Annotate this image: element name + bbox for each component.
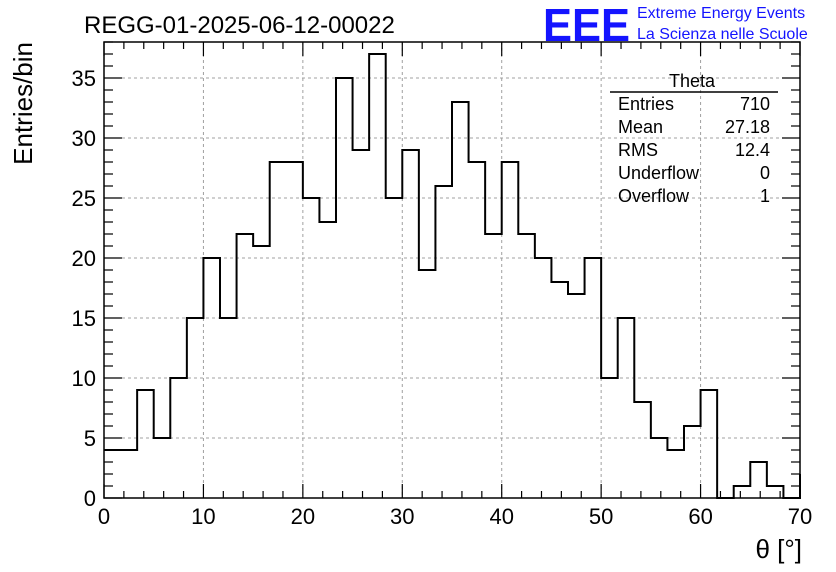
histogram-bin [402, 150, 419, 498]
stats-row-label: Overflow [618, 186, 690, 206]
histogram-bin [518, 234, 535, 498]
histogram-bin [170, 378, 187, 498]
x-tick-labels: 0 10 20 30 40 50 60 70 [98, 504, 812, 529]
histogram-bin [502, 162, 519, 498]
histogram-bin [568, 294, 585, 498]
y-tick-label: 10 [72, 366, 96, 391]
histogram-bin [684, 426, 701, 498]
histogram-bin [767, 486, 784, 498]
histogram-bin [435, 186, 452, 498]
stats-row-value: 710 [740, 94, 770, 114]
histogram-bin [386, 198, 403, 498]
eee-logo-line1: Extreme Energy Events [637, 5, 805, 22]
histogram-bin [121, 450, 138, 498]
histogram-bin [286, 162, 303, 498]
y-tick-labels: 0 5 10 15 20 25 30 35 [72, 66, 96, 511]
histogram-bin [634, 402, 651, 498]
x-axis-title: θ [°] [755, 534, 802, 564]
stats-box: Theta Entries 710 Mean 27.18 RMS 12.4 Underflo… [610, 71, 778, 206]
histogram-bin [585, 258, 602, 498]
histogram-bin [734, 486, 751, 498]
histogram-bin [667, 450, 684, 498]
stats-row-value: 12.4 [735, 140, 770, 160]
histogram-bars [104, 54, 783, 498]
histogram-bin [220, 318, 237, 498]
stats-row-label: RMS [618, 140, 658, 160]
x-tick-label: 50 [589, 504, 613, 529]
y-tick-label: 20 [72, 246, 96, 271]
histogram-bin [701, 390, 718, 498]
histogram-outline [104, 53, 801, 499]
histogram-bin [535, 258, 552, 498]
y-tick-label: 5 [84, 426, 96, 451]
histogram-bin [551, 282, 568, 498]
histogram-bin [253, 246, 270, 498]
stats-row-value: 1 [760, 186, 770, 206]
histogram-bin [319, 222, 336, 498]
histogram-bin [601, 378, 618, 498]
y-tick-label: 25 [72, 186, 96, 211]
histogram-bin [154, 438, 171, 498]
stats-row-label: Mean [618, 117, 663, 137]
x-tick-label: 20 [291, 504, 315, 529]
y-axis-title: Entries/bin [8, 42, 38, 165]
histogram-bin [419, 270, 436, 498]
y-tick-label: 30 [72, 126, 96, 151]
eee-logo-mark: EEE [543, 0, 630, 51]
histogram-bin [187, 318, 204, 498]
histogram-bin [750, 462, 767, 498]
histogram-bin [237, 234, 254, 498]
histogram-bin [303, 198, 320, 498]
y-tick-label: 0 [84, 486, 96, 511]
histogram-bin [452, 102, 469, 498]
histogram-bin [485, 234, 502, 498]
histogram-bin [618, 318, 635, 498]
stats-row-label: Entries [618, 94, 674, 114]
axis-ticks [103, 41, 801, 499]
histogram-bin [353, 150, 370, 498]
x-tick-label: 60 [688, 504, 712, 529]
histogram-bin [270, 162, 287, 498]
histogram-bin [203, 258, 220, 498]
x-tick-label: 10 [191, 504, 215, 529]
y-tick-label: 15 [72, 306, 96, 331]
stats-row-label: Underflow [618, 163, 700, 183]
stats-row-value: 27.18 [725, 117, 770, 137]
x-tick-label: 70 [788, 504, 812, 529]
stats-row-value: 0 [760, 163, 770, 183]
histogram-bin [369, 54, 386, 498]
chart-title: REGG-01-2025-06-12-00022 [84, 12, 395, 39]
y-tick-label: 35 [72, 66, 96, 91]
eee-logo: EEE Extreme Energy Events La Scienza nel… [543, 0, 808, 51]
stats-title: Theta [669, 71, 716, 91]
histogram-bin [137, 390, 154, 498]
x-tick-label: 30 [390, 504, 414, 529]
histogram-bin [336, 78, 353, 498]
histogram-bin [651, 438, 668, 498]
eee-logo-line2: La Scienza nelle Scuole [637, 26, 808, 43]
histogram-bin [469, 162, 486, 498]
x-tick-label: 40 [489, 504, 513, 529]
x-tick-label: 0 [98, 504, 110, 529]
